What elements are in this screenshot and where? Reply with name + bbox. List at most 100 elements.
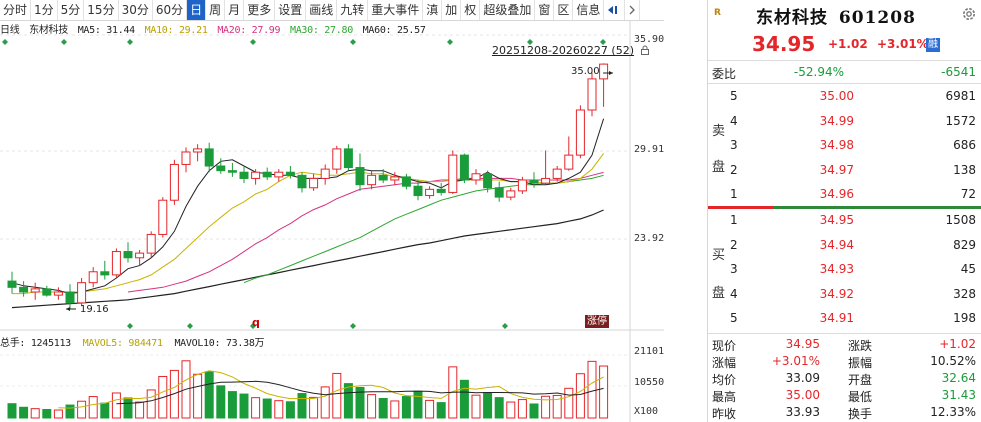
candle-body-11 — [135, 252, 145, 259]
volume-bar-27 — [320, 386, 330, 419]
stat-label: 最低 — [848, 390, 873, 404]
candle-body-18 — [216, 165, 226, 172]
legend-ma30: MA30: 27.80 — [289, 25, 353, 36]
toolbar-tool-10[interactable]: 信息 — [573, 0, 605, 20]
toolbar-tool-2[interactable]: 九转 — [337, 0, 369, 20]
event-marker-q[interactable]: q — [252, 316, 260, 329]
period-tab-6[interactable]: 日 — [187, 0, 207, 20]
volume-bar-21 — [251, 397, 261, 419]
sell-row-3[interactable]: 3 34.98 686 — [708, 134, 981, 158]
buy-price: 34.92 — [819, 286, 854, 301]
candle-body-16 — [193, 148, 203, 153]
period-tab-2[interactable]: 5分 — [58, 0, 85, 20]
order-ratio-row: 委比 -52.94% -6541 — [708, 63, 981, 81]
candle-body-36 — [425, 188, 435, 197]
toolbar-tool-6[interactable]: 权 — [461, 0, 481, 20]
volume-bar-0 — [7, 403, 17, 419]
volume-bar-9 — [111, 392, 121, 419]
toolbar-tool-4[interactable]: 滇 — [423, 0, 443, 20]
candle-body-38 — [448, 154, 458, 193]
volume-bar-25 — [297, 393, 307, 419]
candle-body-19 — [227, 170, 237, 173]
stat-label: 现价 — [712, 339, 737, 353]
event-diamond-bottom-4 — [502, 323, 508, 329]
candle-body-4 — [53, 291, 63, 296]
sell-row-2[interactable]: 2 34.97 138 — [708, 159, 981, 183]
gear-icon[interactable] — [960, 5, 978, 23]
volume-bar-3 — [42, 408, 52, 419]
date-range-label[interactable]: 20251208-20260227 (52) — [491, 44, 634, 57]
kline-svg[interactable] — [0, 20, 664, 422]
period-tab-8[interactable]: 月 — [225, 0, 245, 20]
period-tab-9[interactable]: 更多 — [244, 0, 276, 20]
sell-volume: 72 — [960, 187, 976, 201]
toolbar-tool-3[interactable]: 重大事件 — [368, 0, 424, 20]
sell-volume: 6981 — [945, 89, 976, 103]
buy-row-1[interactable]: 1 34.95 1508 — [708, 209, 981, 233]
limit-up-badge[interactable]: 涨停 — [585, 315, 609, 328]
stat-value: 35.00 — [785, 388, 820, 402]
price-axis-top: 35.90 — [634, 34, 665, 45]
toolbar-tool-0[interactable]: 设置 — [275, 0, 307, 20]
sell-row-5[interactable]: 5 35.00 6981 — [708, 85, 981, 109]
order-diff-value: -6541 — [941, 65, 976, 79]
buy-row-3[interactable]: 3 34.93 45 — [708, 258, 981, 282]
r-badge: R — [714, 8, 721, 18]
period-tab-1[interactable]: 1分 — [31, 0, 58, 20]
period-tab-0[interactable]: 分时 — [0, 0, 32, 20]
buy-price: 34.93 — [819, 262, 854, 276]
next-page-icon[interactable] — [625, 0, 641, 20]
toolbar-tool-9[interactable]: 区 — [554, 0, 574, 20]
divider — [708, 333, 981, 334]
buy-row-5[interactable]: 5 34.91 198 — [708, 307, 981, 331]
period-tab-4[interactable]: 30分 — [119, 0, 153, 20]
volume-axis-mid: 10550 — [634, 377, 665, 388]
stat-value: 32.64 — [941, 371, 976, 385]
toolbar-tool-8[interactable]: 窗 — [535, 0, 555, 20]
period-tab-7[interactable]: 周 — [206, 0, 226, 20]
period-tab-5[interactable]: 60分 — [153, 0, 188, 20]
event-diamond-1 — [61, 39, 67, 45]
candle-body-24 — [285, 171, 295, 176]
stat-value: 33.93 — [785, 405, 820, 419]
mavol10-line — [116, 380, 604, 405]
candle-body-29 — [343, 148, 353, 169]
volume-bar-50 — [587, 360, 597, 419]
order-ratio-label: 委比 — [712, 67, 737, 81]
divider — [708, 83, 981, 84]
buy-side-label-1: 买 — [712, 248, 726, 263]
price-change: +1.02 — [828, 37, 868, 51]
toolbar-tool-5[interactable]: 加 — [442, 0, 462, 20]
screen-toggle-icon[interactable] — [604, 0, 626, 20]
event-diamond-2 — [127, 39, 133, 45]
sell-row-1[interactable]: 1 34.96 72 — [708, 183, 981, 207]
buy-row-2[interactable]: 2 34.94 829 — [708, 234, 981, 258]
candle-body-28 — [332, 148, 342, 170]
volume-axis-top: 21101 — [634, 346, 665, 357]
sell-level: 4 — [730, 113, 738, 128]
period-tab-3[interactable]: 15分 — [84, 0, 119, 20]
volume-bar-24 — [285, 401, 295, 419]
toolbar-tool-7[interactable]: 超级叠加 — [480, 0, 536, 20]
lock-icon[interactable] — [640, 45, 650, 55]
volume-bar-44 — [517, 399, 527, 419]
buy-price: 34.95 — [819, 213, 854, 227]
volume-bar-31 — [367, 394, 377, 419]
event-diamond-6 — [527, 39, 533, 45]
stat-value: 10.52% — [930, 354, 976, 368]
candle-body-37 — [436, 188, 446, 193]
volume-bar-5 — [65, 404, 75, 419]
volume-bar-8 — [100, 402, 110, 419]
toolbar-tool-1[interactable]: 画线 — [306, 0, 338, 20]
candle-body-47 — [552, 168, 562, 179]
volume-bar-18 — [216, 385, 226, 419]
volume-axis-unit: X100 — [634, 406, 659, 417]
candle-body-15 — [181, 151, 191, 165]
buy-row-4[interactable]: 4 34.92 328 — [708, 283, 981, 307]
candle-body-17 — [204, 148, 214, 167]
price-axis-low: 23.92 — [634, 233, 665, 244]
buy-volume: 829 — [953, 237, 976, 252]
volume-bar-11 — [135, 401, 145, 419]
sell-row-4[interactable]: 4 34.99 1572 — [708, 110, 981, 134]
kline-chart[interactable]: 日线 东材科技 MA5: 31.44 MA10: 29.21 MA20: 27.… — [0, 20, 664, 422]
